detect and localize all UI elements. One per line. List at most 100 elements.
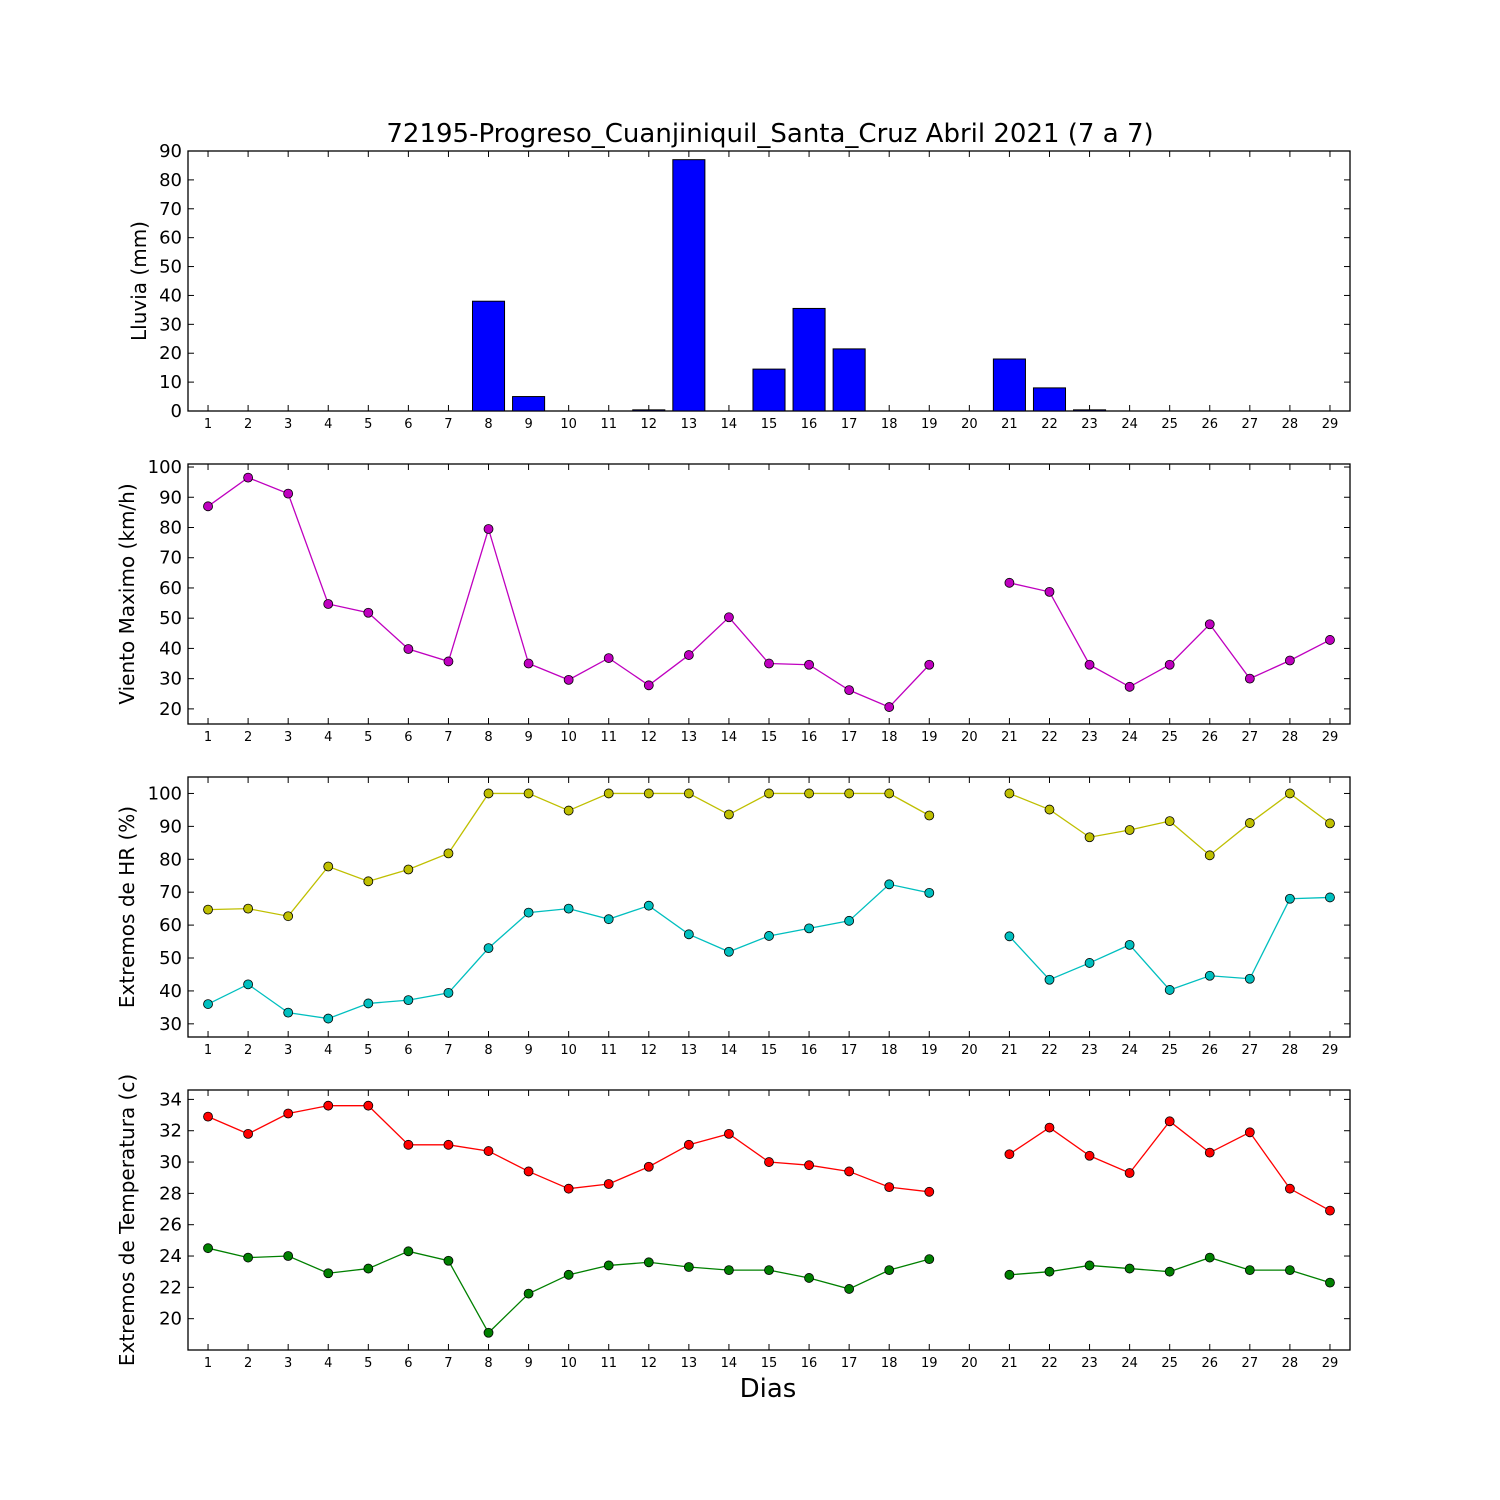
temperature-xtick-label: 8 — [484, 1356, 492, 1371]
rain-xtick-label: 26 — [1201, 417, 1218, 432]
wind-xtick-label: 10 — [560, 730, 577, 745]
rain-bar — [1032, 387, 1067, 412]
temperature-series-0-point — [1244, 1127, 1255, 1138]
temperature-series-1-point — [1284, 1265, 1295, 1276]
temperature-xtick-label: 9 — [524, 1356, 532, 1371]
humidity-xtick-label: 9 — [524, 1043, 532, 1058]
temperature-series-0-point — [764, 1157, 774, 1167]
temperature-xtick-label: 26 — [1201, 1356, 1218, 1371]
humidity-ytick-label: 80 — [159, 849, 182, 870]
humidity-series-0-point — [643, 788, 654, 799]
humidity-series-0-point — [443, 848, 454, 859]
temperature-xtick-label: 11 — [600, 1356, 617, 1371]
humidity-series-0-point — [764, 788, 774, 799]
humidity-series-0-point — [1044, 804, 1055, 815]
rain-ytick-label: 30 — [159, 314, 182, 335]
temperature-series-0-point — [563, 1183, 574, 1194]
wind-series-0-point — [1244, 673, 1255, 684]
humidity-series-1-point — [363, 998, 374, 1009]
temperature-series-1 — [203, 1243, 1335, 1338]
temperature-series-0-point — [203, 1111, 213, 1122]
temperature-series-0-point — [1044, 1122, 1055, 1133]
temperature-ytick-label: 32 — [159, 1121, 182, 1142]
wind-xtick-label: 1 — [204, 730, 212, 745]
humidity-xtick-label: 14 — [721, 1043, 738, 1058]
humidity-series-0-point — [603, 788, 614, 799]
wind-series-0-point — [323, 599, 334, 609]
wind-ytick-label: 50 — [159, 608, 182, 629]
humidity-xtick-label: 26 — [1201, 1043, 1218, 1058]
temperature-series-0 — [203, 1100, 1335, 1216]
humidity-ytick-label: 50 — [159, 948, 182, 969]
humidity-series-1-point — [1164, 985, 1175, 995]
rain-bar — [632, 409, 666, 412]
humidity-series-0-point — [1325, 818, 1335, 829]
wind-xtick-label: 11 — [600, 730, 617, 745]
temperature-ytick-label: 26 — [159, 1215, 182, 1236]
temperature-series-1-point — [683, 1262, 694, 1272]
humidity-series-1-point — [724, 946, 734, 957]
humidity-series-0-point — [563, 805, 574, 816]
temperature-xtick-label: 12 — [641, 1356, 658, 1371]
rain-xtick-label: 23 — [1081, 417, 1098, 432]
wind-series-0-point — [1204, 619, 1215, 630]
humidity-series-0-point — [1004, 788, 1015, 799]
rain-xtick-label: 3 — [284, 417, 292, 432]
humidity-series-0-point — [363, 876, 374, 887]
rain-xtick-label: 6 — [404, 417, 412, 432]
wind-xtick-label: 15 — [761, 730, 778, 745]
wind-series-0-point — [724, 612, 734, 623]
humidity-xtick-label: 16 — [801, 1043, 818, 1058]
temperature-series-1-point — [643, 1257, 654, 1268]
rain-xtick-label: 11 — [600, 417, 617, 432]
humidity-series-0-point — [1244, 818, 1255, 828]
temperature-xtick-label: 6 — [404, 1356, 412, 1371]
x-axis-label: Dias — [740, 1374, 797, 1404]
humidity-series-1-point — [443, 987, 454, 998]
wind-ytick-label: 90 — [159, 487, 182, 508]
temperature-series-1-point — [363, 1263, 374, 1274]
temperature-xtick-label: 3 — [284, 1356, 292, 1371]
wind-xtick-label: 16 — [801, 730, 818, 745]
temperature-xtick-label: 19 — [921, 1356, 938, 1371]
humidity-xtick-label: 28 — [1282, 1043, 1299, 1058]
rain-ytick-label: 50 — [159, 257, 182, 278]
wind-series-0-point — [764, 658, 774, 669]
humidity-xtick-label: 11 — [600, 1043, 617, 1058]
wind-xtick-label: 21 — [1001, 730, 1018, 745]
humidity-series-0-point — [884, 788, 895, 799]
humidity-ytick-label: 70 — [159, 882, 182, 903]
wind-xtick-label: 27 — [1242, 730, 1259, 745]
temperature-series-0-point — [804, 1160, 814, 1171]
humidity-xtick-label: 1 — [204, 1043, 212, 1058]
wind-xtick-label: 19 — [921, 730, 938, 745]
temperature-series-0-point — [1084, 1150, 1095, 1161]
rain-bar — [672, 159, 706, 412]
humidity-series-1-point — [1244, 973, 1255, 984]
wind-xtick-label: 18 — [881, 730, 898, 745]
humidity-series-1-point — [603, 914, 614, 925]
wind-series-0-point — [924, 659, 935, 670]
wind-ytick-label: 100 — [148, 457, 182, 478]
humidity-series-0-point — [924, 810, 935, 821]
humidity-series-1-point — [924, 887, 935, 898]
wind-series-0-point — [1164, 659, 1175, 670]
wind-xtick-label: 9 — [524, 730, 532, 745]
humidity-series-1-point — [804, 923, 814, 934]
wind-series-0 — [203, 472, 1335, 712]
humidity-ytick-label: 90 — [159, 816, 182, 837]
wind-series-0-point — [523, 658, 534, 669]
wind-xtick-label: 3 — [284, 730, 292, 745]
wind-series-0-point — [1044, 586, 1055, 597]
humidity-ytick-label: 100 — [148, 783, 182, 804]
humidity-series-1-point — [1084, 958, 1095, 968]
temperature-ytick-label: 22 — [159, 1277, 182, 1298]
wind-ytick-label: 60 — [159, 578, 182, 599]
temperature-xtick-label: 2 — [244, 1356, 252, 1371]
temperature-series-1-point — [403, 1246, 414, 1257]
temperature-series-0-point — [1204, 1147, 1215, 1158]
